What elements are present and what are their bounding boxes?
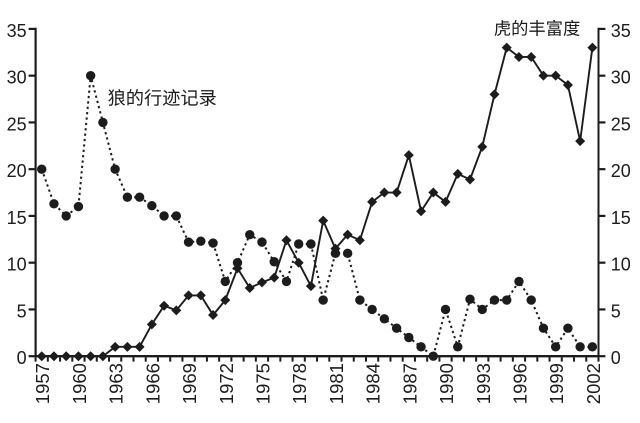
svg-text:1990: 1990 [436,363,457,404]
svg-text:5: 5 [17,301,27,321]
svg-text:1987: 1987 [399,363,420,404]
svg-text:1975: 1975 [252,363,273,404]
svg-text:1966: 1966 [142,363,163,404]
svg-text:1984: 1984 [363,363,384,404]
svg-text:15: 15 [7,208,27,228]
svg-text:10: 10 [7,255,27,275]
svg-text:1999: 1999 [546,363,567,404]
svg-text:1993: 1993 [473,363,494,404]
svg-text:20: 20 [7,161,27,181]
svg-text:0: 0 [17,348,27,368]
svg-text:5: 5 [611,301,621,321]
svg-text:1960: 1960 [69,363,90,404]
svg-text:20: 20 [611,161,631,181]
svg-text:35: 35 [611,21,631,41]
svg-text:30: 30 [7,68,27,88]
svg-text:30: 30 [611,68,631,88]
svg-text:25: 25 [611,114,631,134]
svg-text:35: 35 [7,21,27,41]
svg-text:1969: 1969 [179,363,200,404]
svg-text:1981: 1981 [326,363,347,404]
svg-text:1978: 1978 [289,363,310,404]
svg-text:1972: 1972 [216,363,237,404]
svg-text:10: 10 [611,255,631,275]
svg-text:25: 25 [7,114,27,134]
svg-text:1957: 1957 [32,363,53,404]
svg-text:0: 0 [611,348,621,368]
svg-text:2002: 2002 [583,363,604,404]
svg-text:15: 15 [611,208,631,228]
svg-text:1996: 1996 [509,363,530,404]
svg-text:1963: 1963 [106,363,127,404]
